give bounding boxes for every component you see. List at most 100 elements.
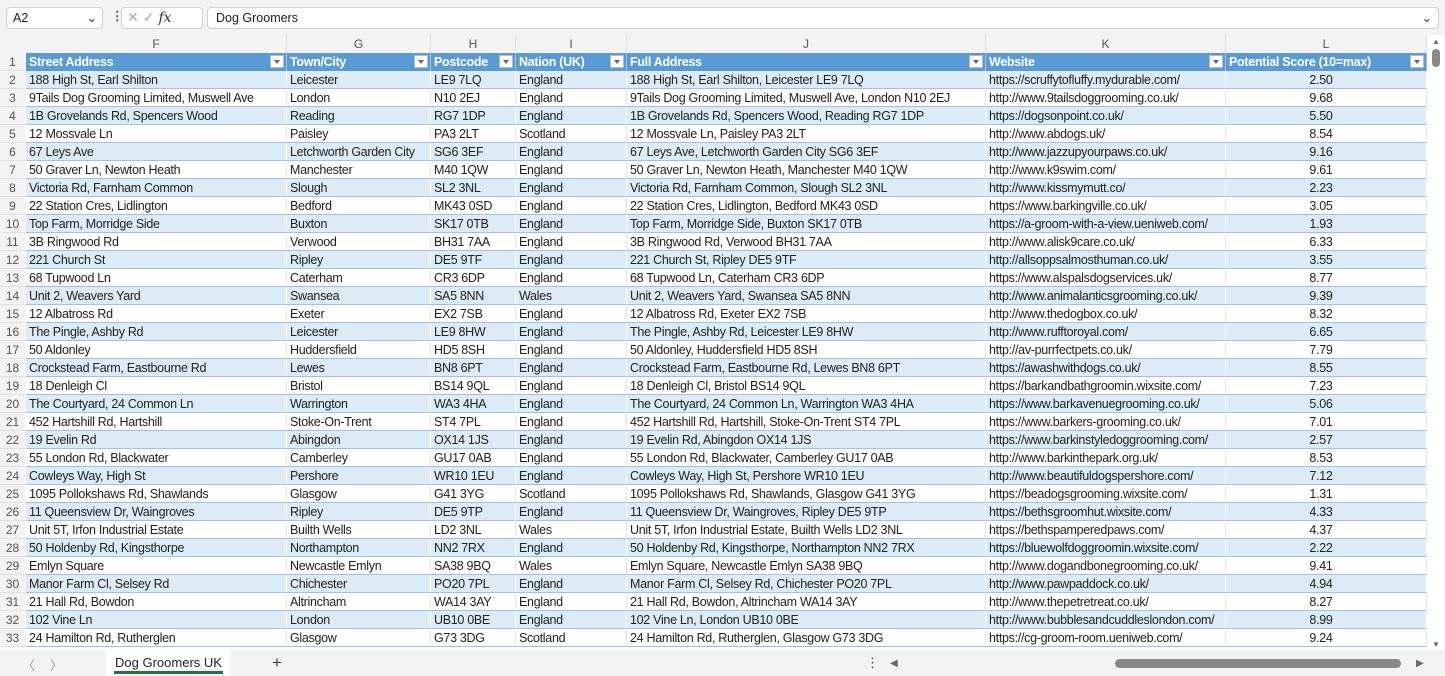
cell[interactable]: BH31 7AA	[431, 233, 516, 251]
cell[interactable]: https://www.barkingville.co.uk/	[986, 197, 1226, 215]
cell[interactable]: England	[516, 89, 627, 107]
column-header-G[interactable]: G	[287, 35, 431, 53]
header-cell[interactable]: Potential Score (10=max)	[1226, 53, 1427, 71]
row-number[interactable]: 22	[0, 431, 26, 449]
cell[interactable]: Stoke-On-Trent	[287, 413, 431, 431]
cell[interactable]: England	[516, 341, 627, 359]
enter-icon[interactable]: ✓	[142, 9, 159, 25]
cell[interactable]: Builth Wells	[287, 521, 431, 539]
cell[interactable]: WA14 3AY	[431, 593, 516, 611]
cell[interactable]: UB10 0BE	[431, 611, 516, 629]
row-number[interactable]: 4	[0, 107, 26, 125]
column-header-K[interactable]: K	[986, 35, 1226, 53]
cell[interactable]: 9.39	[1226, 287, 1427, 305]
cell[interactable]: http://www.dogandbonegrooming.co.uk/	[986, 557, 1226, 575]
cell[interactable]: The Courtyard, 24 Common Ln	[26, 395, 287, 413]
cell[interactable]: Buxton	[287, 215, 431, 233]
cell[interactable]: 8.54	[1226, 125, 1427, 143]
cell[interactable]: 50 Holdenby Rd, Kingsthorpe, Northampton…	[627, 539, 986, 557]
cell[interactable]: Slough	[287, 179, 431, 197]
cell[interactable]: https://bluewolfdoggroomin.wixsite.com/	[986, 539, 1226, 557]
row-number[interactable]: 1	[0, 53, 26, 71]
row-number[interactable]: 16	[0, 323, 26, 341]
row-number[interactable]: 29	[0, 557, 26, 575]
column-header-I[interactable]: I	[516, 35, 627, 53]
cell[interactable]: 50 Holdenby Rd, Kingsthorpe	[26, 539, 287, 557]
cell[interactable]: Unit 2, Weavers Yard	[26, 287, 287, 305]
cell[interactable]: 2.50	[1226, 71, 1427, 89]
cell[interactable]: BN8 6PT	[431, 359, 516, 377]
cell[interactable]: England	[516, 161, 627, 179]
cell[interactable]: 1.31	[1226, 485, 1427, 503]
cell[interactable]: Victoria Rd, Farnham Common	[26, 179, 287, 197]
cell[interactable]: http://www.pawpaddock.co.uk/	[986, 575, 1226, 593]
cell[interactable]: http://www.rufftoroyal.com/	[986, 323, 1226, 341]
column-header-F[interactable]: F	[26, 35, 287, 53]
filter-dropdown-icon[interactable]	[969, 55, 983, 68]
header-cell[interactable]: Street Address	[26, 53, 287, 71]
cell[interactable]: LD2 3NL	[431, 521, 516, 539]
cell[interactable]: http://allsoppsalmosthuman.co.uk/	[986, 251, 1226, 269]
row-number[interactable]: 8	[0, 179, 26, 197]
cell[interactable]: 3B Ringwood Rd	[26, 233, 287, 251]
vertical-scroll-thumb[interactable]	[1432, 49, 1440, 67]
cell[interactable]: 12 Mossvale Ln, Paisley PA3 2LT	[627, 125, 986, 143]
prev-sheet-icon[interactable]: 〈	[22, 658, 36, 673]
cell[interactable]: 11 Queensview Dr, Waingroves	[26, 503, 287, 521]
cell[interactable]: 6.33	[1226, 233, 1427, 251]
cell[interactable]: https://beadogsgrooming.wixsite.com/	[986, 485, 1226, 503]
cell[interactable]: England	[516, 251, 627, 269]
row-number[interactable]: 24	[0, 467, 26, 485]
cell[interactable]: 12 Mossvale Ln	[26, 125, 287, 143]
scroll-left-icon[interactable]: ◀	[890, 658, 898, 669]
cell[interactable]: England	[516, 107, 627, 125]
cell[interactable]: 2.57	[1226, 431, 1427, 449]
cell[interactable]: LE9 7LQ	[431, 71, 516, 89]
cell[interactable]: Manor Farm Cl, Selsey Rd	[26, 575, 287, 593]
cell[interactable]: 50 Graver Ln, Newton Heath, Manchester M…	[627, 161, 986, 179]
cell[interactable]: 1B Grovelands Rd, Spencers Wood	[26, 107, 287, 125]
cell[interactable]: Verwood	[287, 233, 431, 251]
cell[interactable]: http://www.kissmymutt.co/	[986, 179, 1226, 197]
cell[interactable]: Newcastle Emlyn	[287, 557, 431, 575]
cell[interactable]: http://www.thedogbox.co.uk/	[986, 305, 1226, 323]
vertical-scrollbar[interactable]: ▲ ▼	[1427, 35, 1445, 650]
filter-dropdown-icon[interactable]	[610, 55, 624, 68]
filter-dropdown-icon[interactable]	[1410, 55, 1424, 68]
next-sheet-icon[interactable]: 〉	[50, 658, 64, 673]
cell[interactable]: 452 Hartshill Rd, Hartshill	[26, 413, 287, 431]
chevron-down-icon[interactable]: ⌄	[86, 11, 97, 25]
cell[interactable]: England	[516, 431, 627, 449]
cell[interactable]: SA5 8NN	[431, 287, 516, 305]
cell[interactable]: SG6 3EF	[431, 143, 516, 161]
row-number[interactable]: 9	[0, 197, 26, 215]
cell[interactable]: Huddersfield	[287, 341, 431, 359]
cell[interactable]: Crockstead Farm, Eastbourne Rd	[26, 359, 287, 377]
cell[interactable]: 188 High St, Earl Shilton	[26, 71, 287, 89]
cell[interactable]: https://cg-groom-room.ueniweb.com/	[986, 629, 1226, 647]
row-number[interactable]: 28	[0, 539, 26, 557]
cell[interactable]: England	[516, 377, 627, 395]
header-cell[interactable]: Town/City	[287, 53, 431, 71]
cell[interactable]: WR10 1EU	[431, 467, 516, 485]
cell[interactable]: https://barkandbathgroomin.wixsite.com/	[986, 377, 1226, 395]
cell[interactable]: http://www.thepetretreat.co.uk/	[986, 593, 1226, 611]
cell[interactable]: 12 Albatross Rd	[26, 305, 287, 323]
cell[interactable]: Leicester	[287, 71, 431, 89]
cell[interactable]: 12 Albatross Rd, Exeter EX2 7SB	[627, 305, 986, 323]
cell[interactable]: 1B Grovelands Rd, Spencers Wood, Reading…	[627, 107, 986, 125]
cell[interactable]: 55 London Rd, Blackwater, Camberley GU17…	[627, 449, 986, 467]
cell[interactable]: http://www.abdogs.uk/	[986, 125, 1226, 143]
cell[interactable]: Bristol	[287, 377, 431, 395]
cell[interactable]: 68 Tupwood Ln, Caterham CR3 6DP	[627, 269, 986, 287]
cell[interactable]: England	[516, 503, 627, 521]
header-cell[interactable]: Full Address	[627, 53, 986, 71]
cell[interactable]: SL2 3NL	[431, 179, 516, 197]
cell[interactable]: 9.16	[1226, 143, 1427, 161]
cell[interactable]: Altrincham	[287, 593, 431, 611]
cell[interactable]: DE5 9TP	[431, 503, 516, 521]
cell[interactable]: EX2 7SB	[431, 305, 516, 323]
cell[interactable]: PA3 2LT	[431, 125, 516, 143]
cell[interactable]: http://av-purrfectpets.co.uk/	[986, 341, 1226, 359]
cell[interactable]: 21 Hall Rd, Bowdon	[26, 593, 287, 611]
